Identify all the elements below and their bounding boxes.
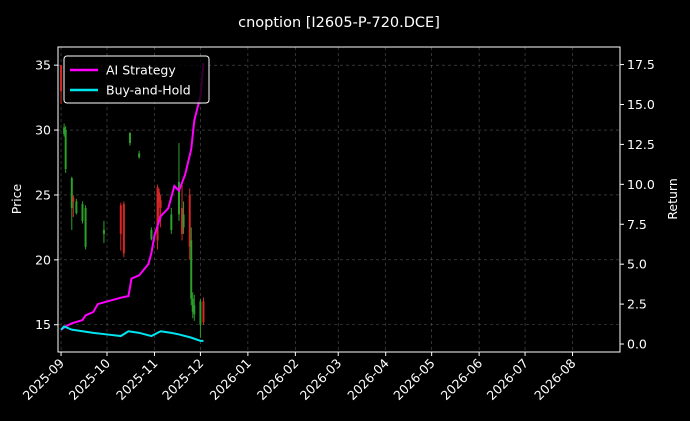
y2-tick-label: 5.0 bbox=[627, 257, 647, 272]
candle-body bbox=[128, 132, 131, 144]
candle-body bbox=[181, 207, 184, 234]
candle-body bbox=[177, 181, 180, 215]
y2-tick-label: 7.5 bbox=[627, 217, 647, 232]
legend-label: Buy-and-Hold bbox=[106, 83, 191, 98]
candle-body bbox=[81, 204, 84, 221]
x-tick-label: 2026-06 bbox=[438, 355, 486, 403]
x-tick-label: 2025-09 bbox=[20, 355, 68, 403]
candle-body bbox=[72, 197, 75, 202]
x-tick-label: 2026-02 bbox=[254, 356, 302, 404]
candle-body bbox=[102, 230, 105, 234]
y2-tick-label: 17.5 bbox=[627, 57, 655, 72]
y-tick-label: 15 bbox=[35, 317, 51, 332]
candle-body bbox=[156, 187, 159, 241]
x-tick-label: 2026-07 bbox=[484, 356, 532, 404]
y-tick-label: 25 bbox=[35, 187, 51, 202]
legend-label: AI Strategy bbox=[106, 63, 176, 78]
candle-body bbox=[63, 127, 66, 134]
candle-body bbox=[138, 153, 141, 158]
x-tick-label: 2026-08 bbox=[531, 355, 579, 403]
y-tick-label: 20 bbox=[35, 252, 51, 267]
chart-title: cnoption [I2605-P-720.DCE] bbox=[238, 15, 440, 31]
candle-body bbox=[182, 214, 185, 228]
candle-body bbox=[64, 130, 67, 169]
candle-body bbox=[119, 205, 122, 234]
y-tick-label: 30 bbox=[35, 123, 51, 138]
candle-body bbox=[159, 200, 162, 208]
x-tick-label: 2026-04 bbox=[344, 355, 392, 403]
candle-body bbox=[199, 301, 202, 325]
line-series bbox=[60, 325, 204, 342]
candle-body bbox=[193, 305, 196, 315]
candle-body bbox=[158, 192, 161, 202]
candle-body bbox=[122, 204, 125, 254]
x-tick-label: 2026-05 bbox=[390, 356, 438, 404]
candle-body bbox=[191, 298, 194, 312]
candle-body bbox=[202, 301, 205, 323]
candle-body bbox=[190, 240, 193, 299]
plot-frame bbox=[57, 46, 621, 353]
y2-tick-label: 0.0 bbox=[627, 337, 647, 352]
x-tick-label: 2026-03 bbox=[297, 356, 345, 404]
y2-tick-label: 15.0 bbox=[627, 97, 655, 112]
plot bbox=[60, 62, 205, 342]
y2-axis-label: Return bbox=[665, 178, 680, 219]
y-tick-label: 35 bbox=[35, 58, 51, 73]
x-tick-label: 2025-11 bbox=[113, 356, 161, 404]
line-series bbox=[60, 62, 205, 331]
y2-tick-label: 10.0 bbox=[627, 177, 655, 192]
candle-body bbox=[150, 230, 153, 240]
legend-box bbox=[63, 55, 210, 104]
candle-body bbox=[84, 207, 87, 247]
candle-body bbox=[170, 214, 173, 230]
y-axis-label: Price bbox=[9, 183, 24, 214]
x-tick-label: 2025-12 bbox=[159, 356, 207, 404]
candle-body bbox=[60, 65, 63, 92]
candle-body bbox=[188, 194, 191, 247]
y2-tick-label: 12.5 bbox=[627, 137, 655, 152]
candle-body bbox=[75, 201, 78, 214]
x-tick-label: 2025-10 bbox=[66, 355, 114, 403]
x-tick-label: 2026-01 bbox=[206, 356, 254, 404]
y2-tick-label: 2.5 bbox=[627, 297, 647, 312]
candle-body bbox=[70, 178, 73, 208]
